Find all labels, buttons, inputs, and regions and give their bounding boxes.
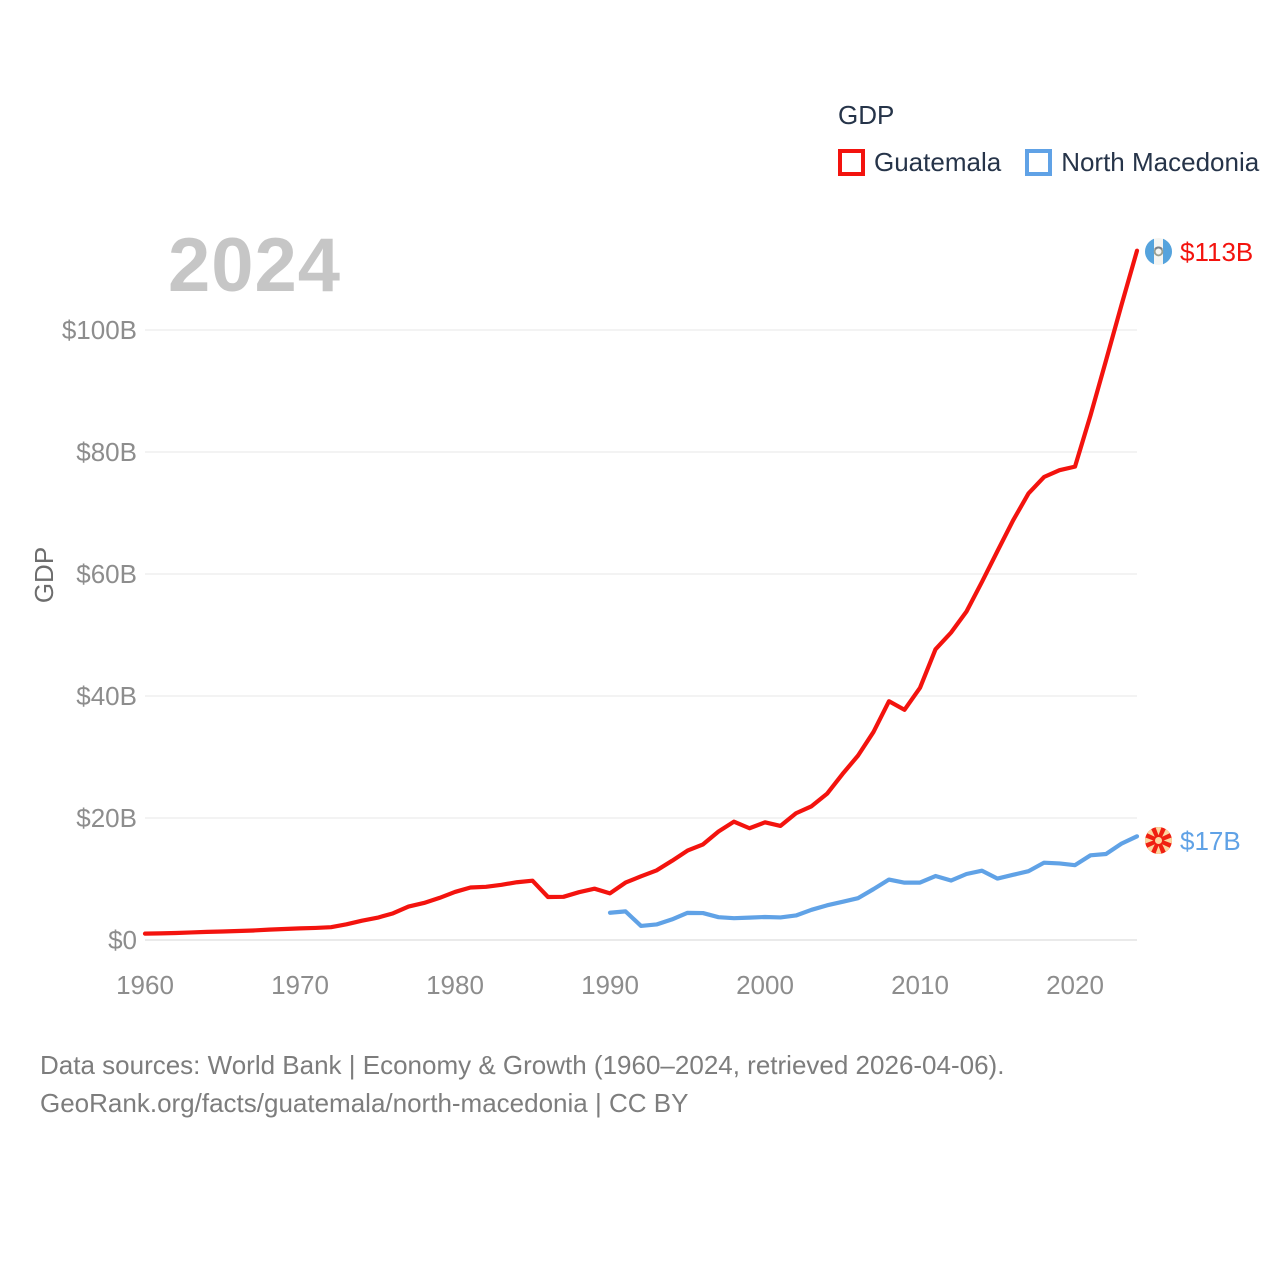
north-macedonia-swatch-icon (1025, 149, 1053, 176)
north-macedonia-value-label: $17B (1180, 826, 1241, 856)
guatemala-flag-icon (1145, 238, 1172, 265)
legend-item-guatemala[interactable]: Guatemala (838, 147, 1001, 178)
legend-label-north-macedonia: North Macedonia (1061, 147, 1260, 177)
x-tick-label: 2000 (736, 970, 794, 1000)
y-tick-label: $40B (76, 681, 137, 711)
series-line-guatemala (142, 248, 1140, 936)
y-tick-label: $80B (76, 437, 137, 467)
guatemala-value-label: $113B (1180, 237, 1254, 267)
series-line-north-macedonia (607, 834, 1140, 929)
x-tick-label: 1980 (426, 970, 484, 1000)
x-tick-label: 1960 (116, 970, 174, 1000)
x-tick-label: 2010 (891, 970, 949, 1000)
guatemala-swatch-icon (838, 149, 865, 176)
legend: GDP Guatemala North Macedonia (838, 100, 1259, 178)
x-tick-label: 1970 (271, 970, 329, 1000)
legend-item-north-macedonia[interactable]: North Macedonia (1025, 147, 1259, 178)
y-tick-label: $0 (108, 925, 137, 955)
legend-label-guatemala: Guatemala (874, 147, 1002, 177)
data-sources-line: Data sources: World Bank | Economy & Gro… (40, 1050, 1005, 1080)
attribution-line: GeoRank.org/facts/guatemala/north-macedo… (40, 1088, 689, 1118)
x-tick-label: 2020 (1046, 970, 1104, 1000)
y-tick-label: $20B (76, 803, 137, 833)
y-tick-label: $60B (76, 559, 137, 589)
year-watermark: 2024 (168, 223, 342, 308)
legend-title: GDP (838, 100, 895, 130)
y-tick-label: $100B (61, 315, 137, 345)
x-tick-label: 1990 (581, 970, 639, 1000)
legend-items: Guatemala North Macedonia (838, 147, 1259, 178)
north-macedonia-flag-icon (1145, 827, 1172, 854)
